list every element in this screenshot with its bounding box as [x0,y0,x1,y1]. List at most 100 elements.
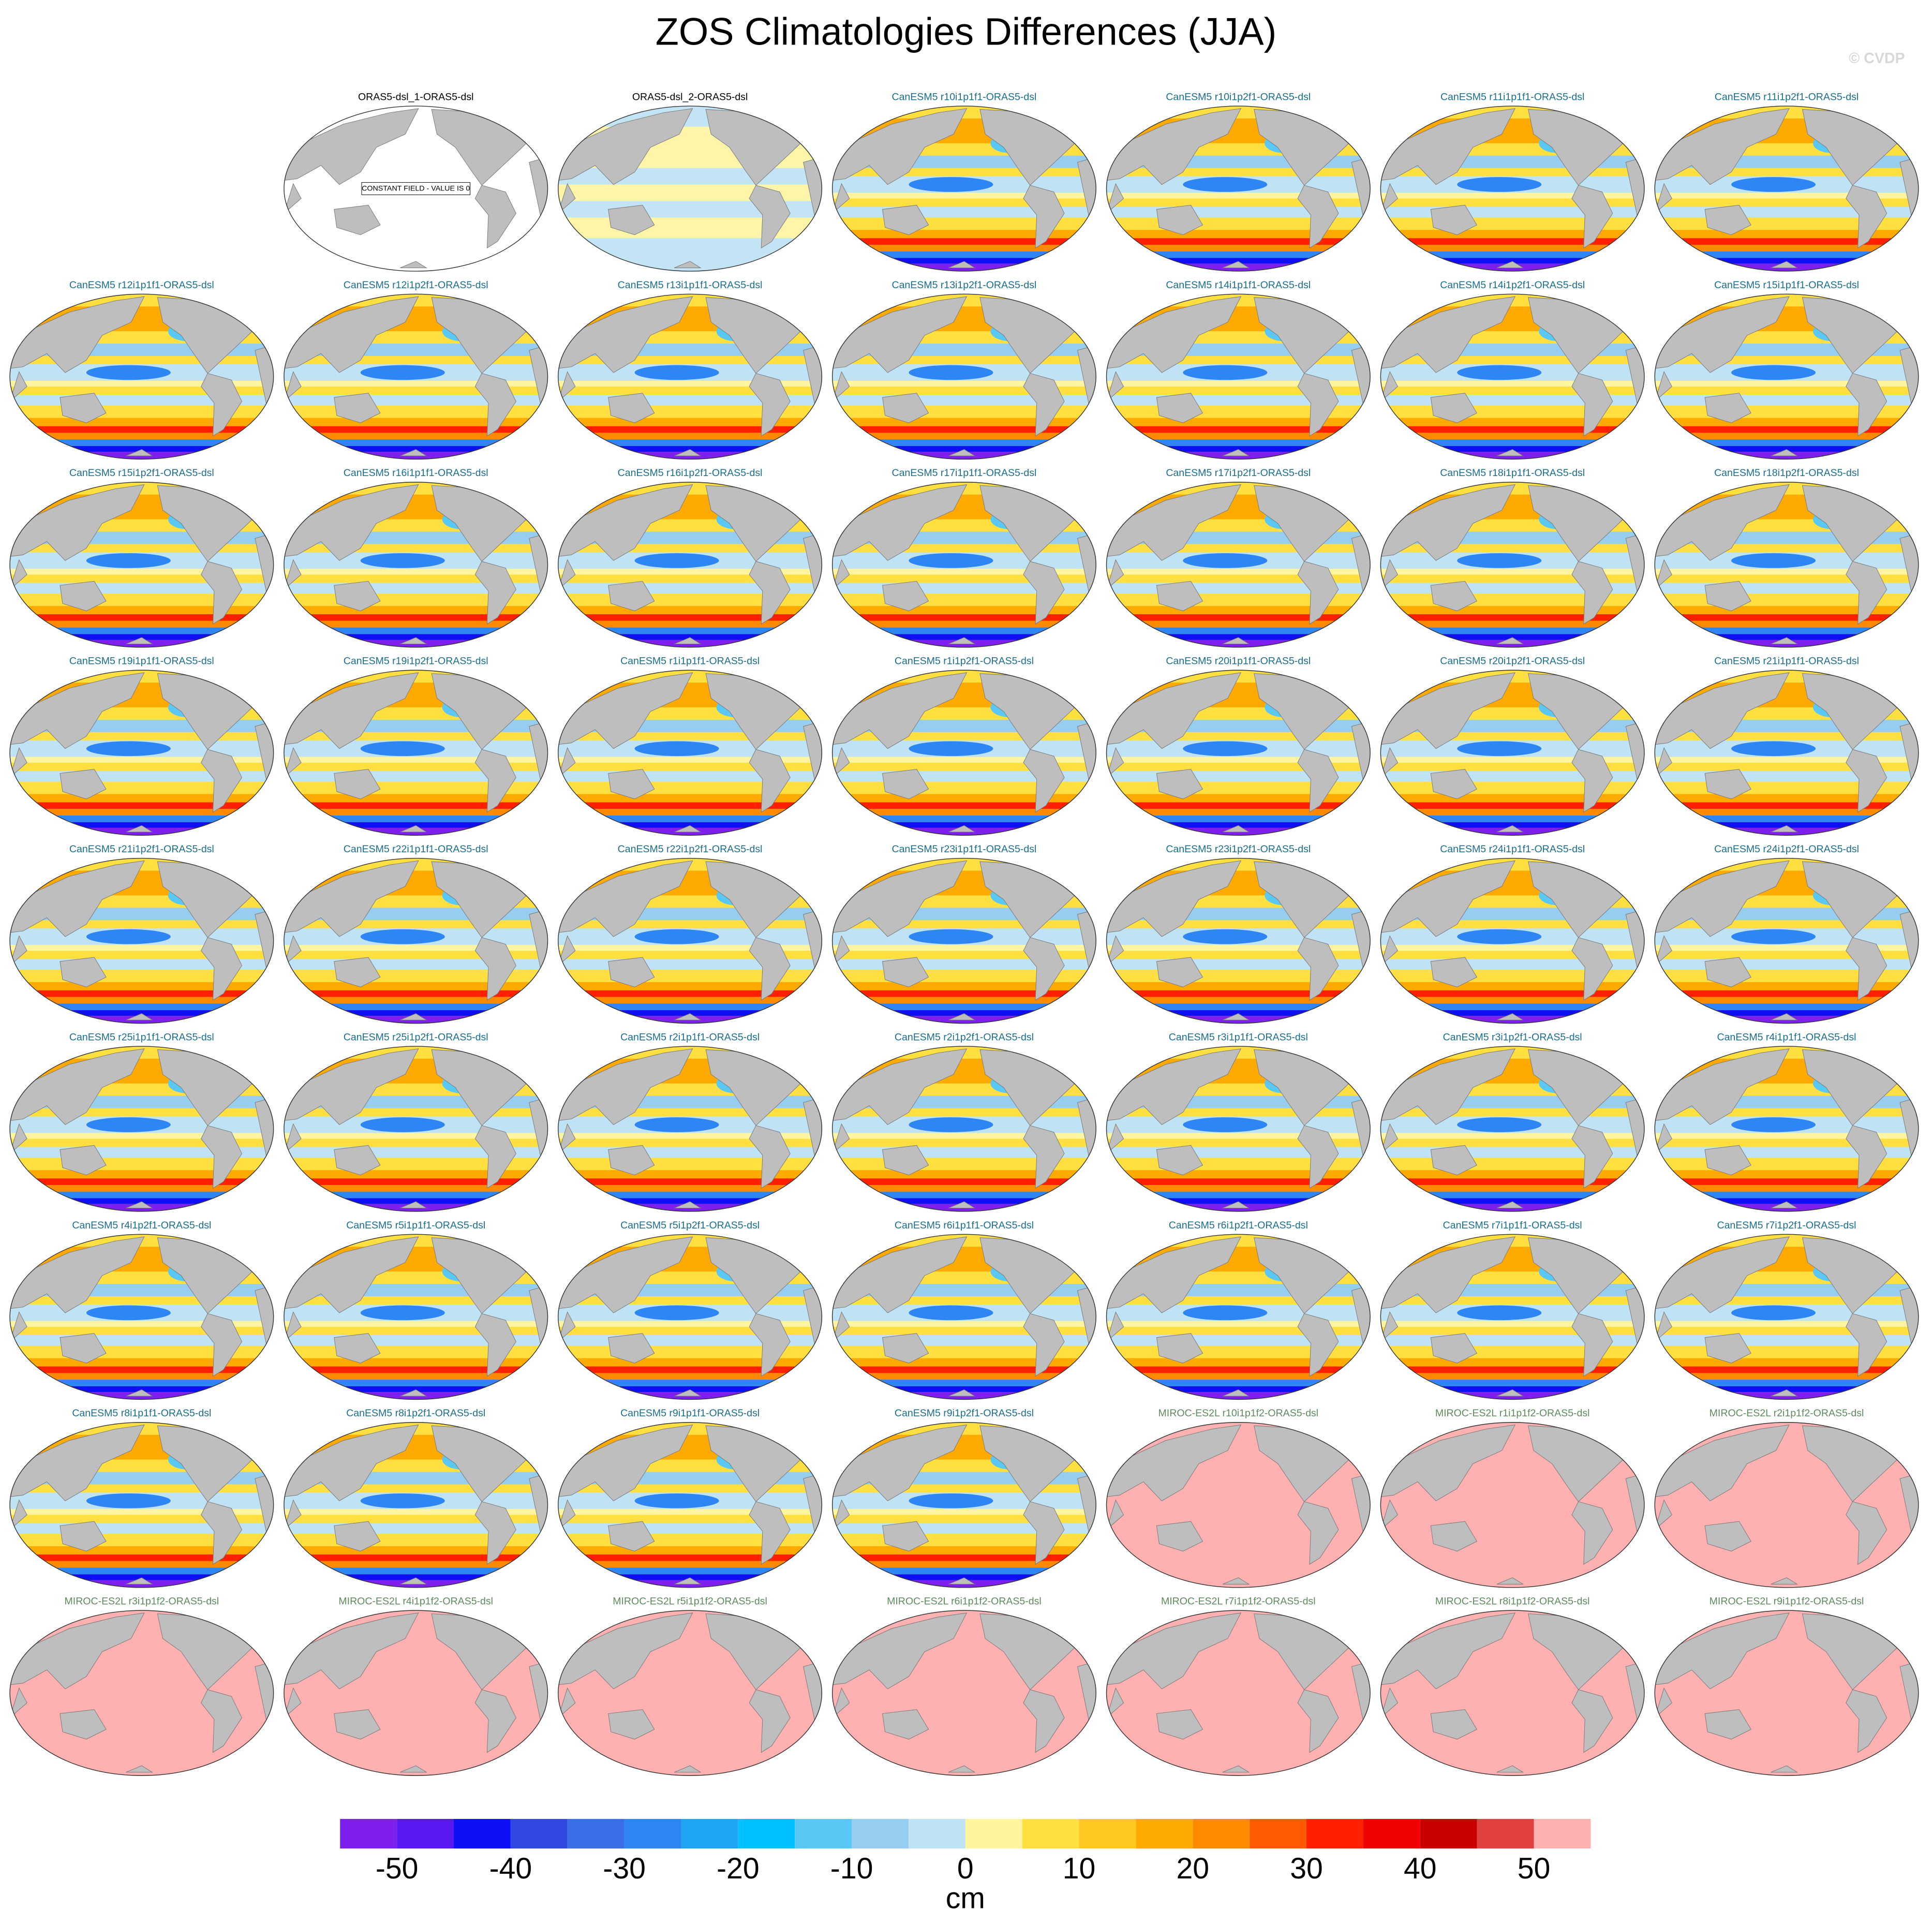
blue-blob [1731,741,1816,757]
band [1106,815,1371,822]
land [1655,1612,1790,1690]
land [1846,373,1888,437]
colorbar-box [1193,1819,1250,1849]
band [1106,1198,1371,1204]
colorbar-tick-label: 50 [1518,1852,1551,1885]
land [1380,559,1399,590]
band [10,1386,274,1393]
map-panel [832,1046,1096,1212]
blue-blob [634,1305,719,1321]
band [10,614,274,621]
map-border [1106,1422,1371,1588]
land [558,672,693,749]
panel-title: CanESM5 r11i1p2f1-ORAS5-dsl [1715,91,1859,102]
blue-blob [86,553,171,568]
colorbar-tick-label: -40 [489,1852,532,1885]
map-panel [284,858,548,1024]
band [832,244,1096,251]
panel-title: CanESM5 r10i1p2f1-ORAS5-dsl [1166,91,1311,102]
band [832,1373,1096,1380]
map-panel [1106,482,1371,647]
land [1106,1424,1242,1502]
land [60,769,107,799]
panel-title: CanESM5 r18i1p2f1-ORAS5-dsl [1714,467,1859,479]
land [284,1123,302,1154]
land [1655,935,1672,967]
band [1106,757,1371,763]
land [749,1501,791,1565]
band [558,1198,822,1204]
land [10,296,145,373]
land [284,1499,302,1531]
band [1655,1010,1919,1016]
map-border [558,106,823,272]
band [1655,433,1919,440]
land [126,1765,154,1773]
blue-blob [1457,365,1542,380]
band [832,1321,1096,1327]
band [1655,1380,1919,1386]
land [832,1612,968,1690]
blue-blob [86,1493,171,1508]
band [558,1373,822,1380]
band [1655,627,1919,634]
band [1380,1198,1644,1204]
land [948,449,976,456]
colorbar-box [908,1819,965,1849]
land [558,1612,693,1690]
map-border [1654,1610,1919,1776]
land [882,957,929,987]
colorbar-box [453,1819,511,1849]
band [1655,1198,1919,1204]
band [284,614,548,621]
band [558,634,822,640]
band [284,1554,548,1561]
land [1023,561,1065,625]
colorbar-box [681,1819,738,1849]
land [674,1577,702,1585]
band [284,1546,548,1555]
land [126,825,154,833]
band [1380,238,1644,245]
band [832,1567,1096,1575]
band [1655,446,1919,452]
band [284,1373,548,1380]
land [201,937,243,1001]
band [1106,1133,1371,1139]
land [334,204,381,235]
land [10,860,145,937]
panel-title: CanESM5 r18i1p1f1-ORAS5-dsl [1440,467,1585,479]
land [948,1201,976,1209]
land [674,449,702,456]
band [1380,569,1644,575]
band [284,1133,548,1139]
blue-blob [1457,1117,1542,1132]
blue-blob [1731,177,1816,192]
band [1106,606,1371,615]
band [1106,1358,1371,1367]
land [334,769,381,799]
band [284,426,548,433]
land [674,825,702,833]
map-panel [1106,1046,1371,1212]
land [400,1577,427,1585]
land [1496,825,1524,833]
land [1023,373,1065,437]
panel-title: CanESM5 r13i1p2f1-ORAS5-dsl [891,279,1036,291]
land [1106,860,1242,937]
band [558,446,822,452]
blue-blob [1183,929,1268,944]
band [558,1184,822,1192]
panel-title: CanESM5 r23i1p1f1-ORAS5-dsl [891,843,1036,855]
band [1655,982,1919,990]
land [1655,1311,1672,1343]
land [1655,860,1790,937]
land [1430,581,1477,612]
blue-blob [1457,929,1542,944]
colorbar-tick-label: -10 [830,1852,873,1885]
band [1380,945,1644,951]
land [1704,1709,1751,1740]
land [1430,1145,1477,1176]
land [1106,672,1242,749]
band [1380,620,1644,628]
